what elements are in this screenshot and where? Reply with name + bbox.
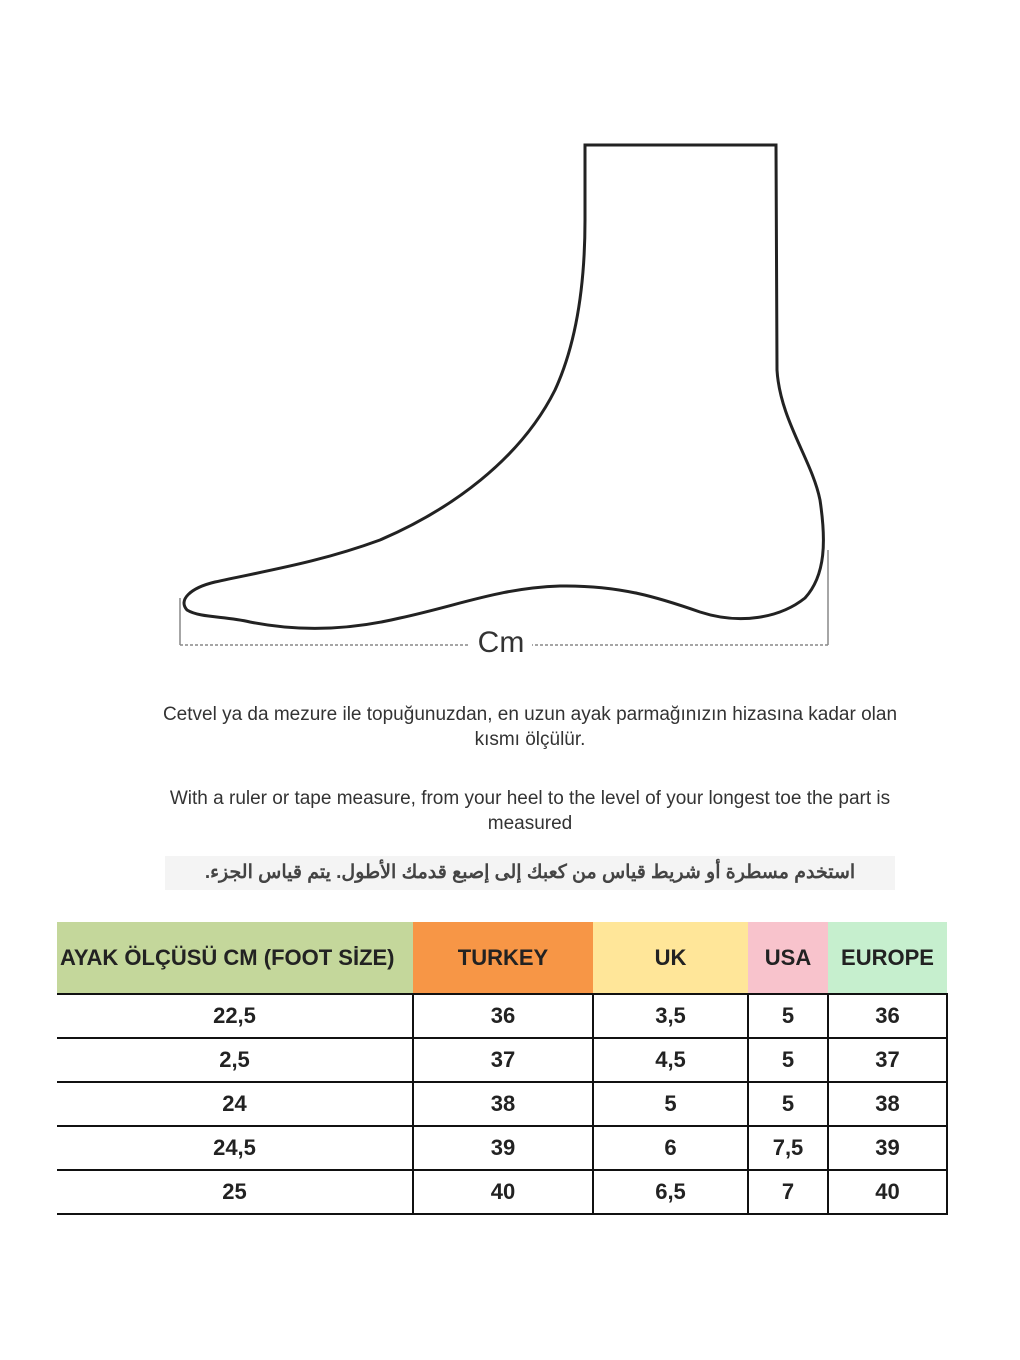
cell-turkey: 37 xyxy=(412,1037,594,1083)
table-row: 2,5 37 4,5 5 37 xyxy=(57,1037,948,1083)
table-row: 24,5 39 6 7,5 39 xyxy=(57,1125,948,1171)
cell-usa: 5 xyxy=(747,1037,829,1083)
header-usa: USA xyxy=(748,922,828,994)
size-table: AYAK ÖLÇÜSÜ CM (FOOT SİZE) TURKEY UK USA… xyxy=(57,922,948,1215)
instruction-arabic: استخدم مسطرة أو شريط قياس من كعبك إلى إص… xyxy=(165,856,895,890)
unit-label: Cm xyxy=(470,626,532,660)
header-foot-size: AYAK ÖLÇÜSÜ CM (FOOT SİZE) xyxy=(57,922,413,994)
table-row: 24 38 5 5 38 xyxy=(57,1081,948,1127)
cell-usa: 7 xyxy=(747,1169,829,1215)
foot-outline xyxy=(182,143,825,630)
table-header-row: AYAK ÖLÇÜSÜ CM (FOOT SİZE) TURKEY UK USA… xyxy=(57,922,947,994)
cell-foot-size: 2,5 xyxy=(57,1037,414,1083)
cell-europe: 40 xyxy=(827,1169,948,1215)
table-row: 25 40 6,5 7 40 xyxy=(57,1169,948,1215)
cell-europe: 36 xyxy=(827,993,948,1039)
cell-europe: 38 xyxy=(827,1081,948,1127)
cell-europe: 39 xyxy=(827,1125,948,1171)
cell-uk: 3,5 xyxy=(592,993,749,1039)
cell-turkey: 39 xyxy=(412,1125,594,1171)
cell-turkey: 40 xyxy=(412,1169,594,1215)
cell-usa: 7,5 xyxy=(747,1125,829,1171)
cell-uk: 6 xyxy=(592,1125,749,1171)
cell-foot-size: 24 xyxy=(57,1081,414,1127)
instruction-english: With a ruler or tape measure, from your … xyxy=(169,788,891,834)
header-europe: EUROPE xyxy=(828,922,947,994)
table-row: 22,5 36 3,5 5 36 xyxy=(57,993,948,1039)
header-uk: UK xyxy=(593,922,748,994)
cell-usa: 5 xyxy=(747,993,829,1039)
cell-turkey: 38 xyxy=(412,1081,594,1127)
foot-outline-diagram xyxy=(179,143,829,646)
cell-usa: 5 xyxy=(747,1081,829,1127)
cell-foot-size: 25 xyxy=(57,1169,414,1215)
cell-uk: 4,5 xyxy=(592,1037,749,1083)
cell-foot-size: 24,5 xyxy=(57,1125,414,1171)
cell-turkey: 36 xyxy=(412,993,594,1039)
cell-foot-size: 22,5 xyxy=(57,993,414,1039)
cell-uk: 5 xyxy=(592,1081,749,1127)
cell-europe: 37 xyxy=(827,1037,948,1083)
header-turkey: TURKEY xyxy=(413,922,593,994)
instruction-turkish: Cetvel ya da mezure ile topuğunuzdan, en… xyxy=(162,704,898,750)
cell-uk: 6,5 xyxy=(592,1169,749,1215)
